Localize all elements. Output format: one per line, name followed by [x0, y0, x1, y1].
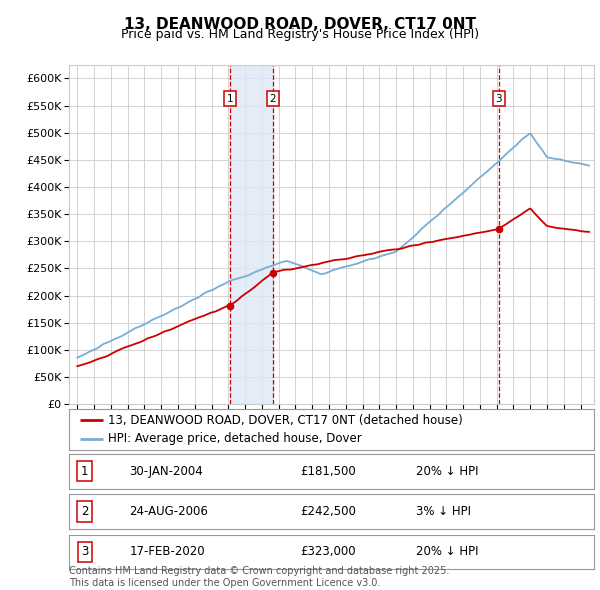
Text: £242,500: £242,500: [300, 505, 356, 518]
Text: 20% ↓ HPI: 20% ↓ HPI: [415, 465, 478, 478]
Text: Contains HM Land Registry data © Crown copyright and database right 2025.
This d: Contains HM Land Registry data © Crown c…: [69, 566, 449, 588]
Text: £323,000: £323,000: [300, 545, 356, 558]
Text: 2: 2: [269, 94, 276, 104]
Text: 1: 1: [81, 465, 89, 478]
Text: 13, DEANWOOD ROAD, DOVER, CT17 0NT: 13, DEANWOOD ROAD, DOVER, CT17 0NT: [124, 17, 476, 31]
Text: 24-AUG-2006: 24-AUG-2006: [130, 505, 208, 518]
Text: 3: 3: [81, 545, 88, 558]
Text: 1: 1: [226, 94, 233, 104]
Text: Price paid vs. HM Land Registry's House Price Index (HPI): Price paid vs. HM Land Registry's House …: [121, 28, 479, 41]
Text: 13, DEANWOOD ROAD, DOVER, CT17 0NT (detached house): 13, DEANWOOD ROAD, DOVER, CT17 0NT (deta…: [109, 414, 463, 427]
Text: HPI: Average price, detached house, Dover: HPI: Average price, detached house, Dove…: [109, 432, 362, 445]
Text: 30-JAN-2004: 30-JAN-2004: [130, 465, 203, 478]
Bar: [230, 65, 273, 404]
Text: 20% ↓ HPI: 20% ↓ HPI: [415, 545, 478, 558]
Text: 3% ↓ HPI: 3% ↓ HPI: [415, 505, 470, 518]
Text: £181,500: £181,500: [300, 465, 356, 478]
Text: 3: 3: [496, 94, 502, 104]
Text: 2: 2: [81, 505, 89, 518]
Text: 17-FEB-2020: 17-FEB-2020: [130, 545, 205, 558]
